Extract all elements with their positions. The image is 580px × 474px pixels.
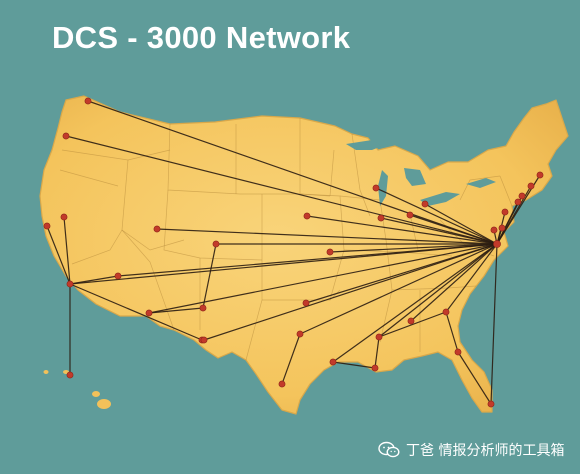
network-node xyxy=(66,371,74,379)
network-node xyxy=(406,211,414,219)
network-link xyxy=(445,243,498,313)
network-node xyxy=(518,192,526,200)
network-node xyxy=(303,212,311,220)
map-title: DCS - 3000 Network xyxy=(52,20,351,55)
network-node xyxy=(66,280,74,288)
network-link xyxy=(445,311,459,353)
network-link xyxy=(202,243,217,309)
network-node xyxy=(329,358,337,366)
network-node xyxy=(442,308,450,316)
network-link xyxy=(306,215,498,245)
hawaii-island xyxy=(92,391,100,397)
great-lakes xyxy=(346,140,496,206)
network-node xyxy=(501,208,509,216)
network-node xyxy=(43,222,51,230)
network-node xyxy=(371,364,379,372)
network-node xyxy=(200,336,208,344)
network-link xyxy=(281,333,301,385)
network-node xyxy=(454,348,462,356)
network-node xyxy=(407,317,415,325)
network-link xyxy=(148,243,498,314)
network-link xyxy=(329,243,498,253)
network-link xyxy=(117,243,498,277)
network-link xyxy=(148,307,204,314)
hawaii-island xyxy=(43,370,49,374)
network-node xyxy=(326,248,334,256)
network-node xyxy=(490,226,498,234)
hub-node xyxy=(493,240,501,248)
network-node xyxy=(296,330,304,338)
network-node xyxy=(302,299,310,307)
network-node xyxy=(114,272,122,280)
network-node xyxy=(84,97,92,105)
network-link xyxy=(299,243,498,335)
network-node xyxy=(62,132,70,140)
network-link xyxy=(156,228,498,245)
us-landmass xyxy=(39,95,569,415)
network-link xyxy=(69,275,119,285)
network-node xyxy=(375,333,383,341)
network-node xyxy=(199,304,207,312)
network-link xyxy=(424,203,498,245)
network-node xyxy=(421,200,429,208)
network-link xyxy=(409,214,498,245)
network-node xyxy=(498,224,506,232)
network-link xyxy=(332,243,498,363)
network-node xyxy=(514,198,522,206)
network-node xyxy=(536,171,544,179)
network-node xyxy=(372,184,380,192)
network-node xyxy=(527,182,535,190)
hawaii-island xyxy=(97,399,111,409)
network-link xyxy=(410,243,498,322)
watermark: 丁爸 情报分析师的工具箱 xyxy=(378,440,564,460)
network-link xyxy=(380,217,498,245)
network-link xyxy=(378,243,498,338)
network-link xyxy=(375,187,498,245)
network-link xyxy=(203,243,498,341)
network-link xyxy=(457,351,492,405)
network-link xyxy=(46,225,71,285)
network-node xyxy=(212,240,220,248)
network-link xyxy=(69,243,498,285)
network-link xyxy=(63,216,71,285)
network-node xyxy=(278,380,286,388)
network-node xyxy=(487,400,495,408)
network-link xyxy=(305,243,498,304)
network-link xyxy=(65,135,498,245)
network-link xyxy=(69,283,203,341)
network-node xyxy=(145,309,153,317)
network-link xyxy=(490,243,498,405)
network-node xyxy=(60,213,68,221)
network-link xyxy=(374,336,380,369)
network-link xyxy=(378,311,447,338)
network-node xyxy=(153,225,161,233)
network-node xyxy=(377,214,385,222)
network-link xyxy=(332,361,376,369)
watermark-text: 丁爸 情报分析师的工具箱 xyxy=(406,443,565,459)
network-link xyxy=(87,100,498,245)
wechat-icon xyxy=(378,441,400,458)
